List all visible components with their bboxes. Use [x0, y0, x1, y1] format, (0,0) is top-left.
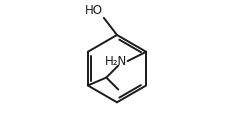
- Text: H₂N: H₂N: [105, 55, 127, 68]
- Text: HO: HO: [85, 4, 103, 17]
